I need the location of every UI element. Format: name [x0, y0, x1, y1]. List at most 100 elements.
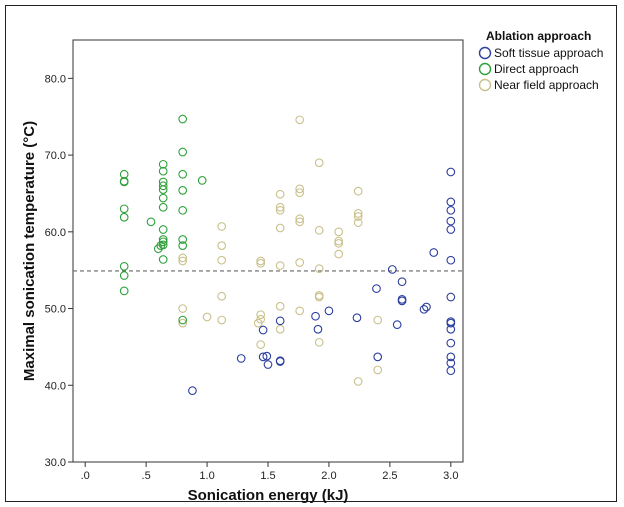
- data-point: [158, 185, 168, 194]
- chart-frame: [5, 5, 617, 502]
- data-point: [178, 315, 188, 325]
- data-point: [217, 291, 227, 301]
- data-point: [446, 205, 456, 215]
- data-point: [236, 354, 246, 363]
- data-point: [256, 314, 266, 324]
- data-point: [178, 147, 188, 157]
- data-point: [352, 313, 362, 323]
- data-point: [446, 338, 456, 348]
- data-point: [397, 294, 407, 304]
- data-point: [446, 324, 456, 334]
- data-point: [446, 225, 456, 234]
- data-point: [334, 236, 344, 246]
- legend-marker: [478, 62, 492, 76]
- data-point: [178, 241, 188, 250]
- data-point: [275, 301, 285, 311]
- data-point: [256, 258, 266, 268]
- legend-marker: [478, 46, 492, 60]
- data-point: [178, 169, 188, 179]
- data-point: [158, 225, 168, 234]
- data-point: [446, 216, 456, 226]
- data-point: [256, 340, 266, 349]
- data-point: [119, 271, 129, 280]
- data-point: [158, 255, 168, 264]
- data-point: [158, 202, 168, 212]
- y-tick-label: 80.0: [45, 73, 66, 85]
- data-point: [256, 256, 266, 266]
- data-point: [146, 217, 156, 227]
- x-axis-title: Sonication energy (kJ): [188, 487, 349, 504]
- data-point: [119, 261, 129, 271]
- data-point: [422, 302, 431, 312]
- legend-label: Near field approach: [494, 78, 599, 92]
- data-point: [158, 235, 168, 244]
- data-point: [178, 304, 188, 313]
- y-tick-label: 70.0: [45, 150, 66, 162]
- data-point: [178, 253, 188, 263]
- data-point: [158, 166, 168, 176]
- data-point: [275, 356, 285, 366]
- data-point: [446, 352, 456, 362]
- data-point: [387, 265, 397, 274]
- plot-area: [72, 39, 464, 463]
- data-point: [258, 352, 268, 362]
- x-tick-label: .5: [142, 470, 151, 482]
- data-point: [262, 351, 272, 361]
- data-point: [353, 212, 363, 221]
- data-point: [334, 238, 344, 248]
- data-point: [275, 316, 285, 326]
- data-point: [314, 225, 324, 235]
- data-point: [188, 386, 197, 395]
- data-point: [119, 177, 129, 187]
- data-point: [275, 189, 285, 199]
- data-point: [202, 312, 212, 322]
- legend-marker: [478, 78, 492, 92]
- data-point: [314, 337, 324, 347]
- y-tick-label: 40.0: [45, 380, 66, 392]
- y-tick-label: 30.0: [45, 457, 66, 469]
- data-point: [314, 292, 324, 302]
- data-point: [353, 209, 363, 218]
- data-point: [334, 249, 344, 259]
- y-tick-label: 60.0: [45, 227, 66, 239]
- y-axis: 30.0 40.0 50.0 60.0 70.0 80.0: [45, 73, 73, 469]
- data-point: [275, 261, 285, 270]
- data-point: [419, 304, 429, 314]
- y-tick-label: 50.0: [45, 304, 66, 316]
- data-point: [311, 311, 320, 321]
- data-point: [353, 186, 363, 196]
- data-point: [446, 318, 456, 328]
- data-point: [313, 324, 323, 334]
- data-point: [178, 256, 188, 266]
- data-point: [178, 235, 188, 244]
- data-point: [197, 176, 207, 185]
- data-point: [429, 248, 439, 257]
- x-tick-label: 3.0: [443, 470, 458, 482]
- data-point: [373, 365, 383, 375]
- data-point: [263, 360, 273, 369]
- plot-border: [72, 39, 464, 463]
- legend: Ablation approach Soft tissue approach Di…: [478, 29, 603, 92]
- data-point: [392, 320, 402, 330]
- y-axis-title: Maximal sonication temperature (°C): [21, 121, 38, 381]
- data-point: [295, 188, 305, 198]
- data-point: [275, 223, 285, 233]
- data-point: [158, 181, 168, 191]
- data-point: [258, 325, 268, 335]
- data-point: [256, 310, 266, 320]
- data-point: [295, 184, 305, 194]
- legend-title: Ablation approach: [486, 29, 591, 43]
- data-point: [158, 193, 168, 203]
- legend-label: Direct approach: [494, 62, 579, 76]
- x-axis: .0 .5 1.0 1.5 2.0 2.5 3.0: [81, 462, 458, 482]
- data-point: [446, 255, 456, 265]
- data-point: [373, 352, 383, 362]
- data-point: [446, 197, 456, 207]
- data-point: [217, 241, 227, 250]
- data-point: [178, 114, 188, 124]
- data-point: [178, 318, 188, 328]
- data-point: [446, 292, 456, 302]
- data-point: [295, 306, 305, 316]
- data-point: [373, 315, 383, 325]
